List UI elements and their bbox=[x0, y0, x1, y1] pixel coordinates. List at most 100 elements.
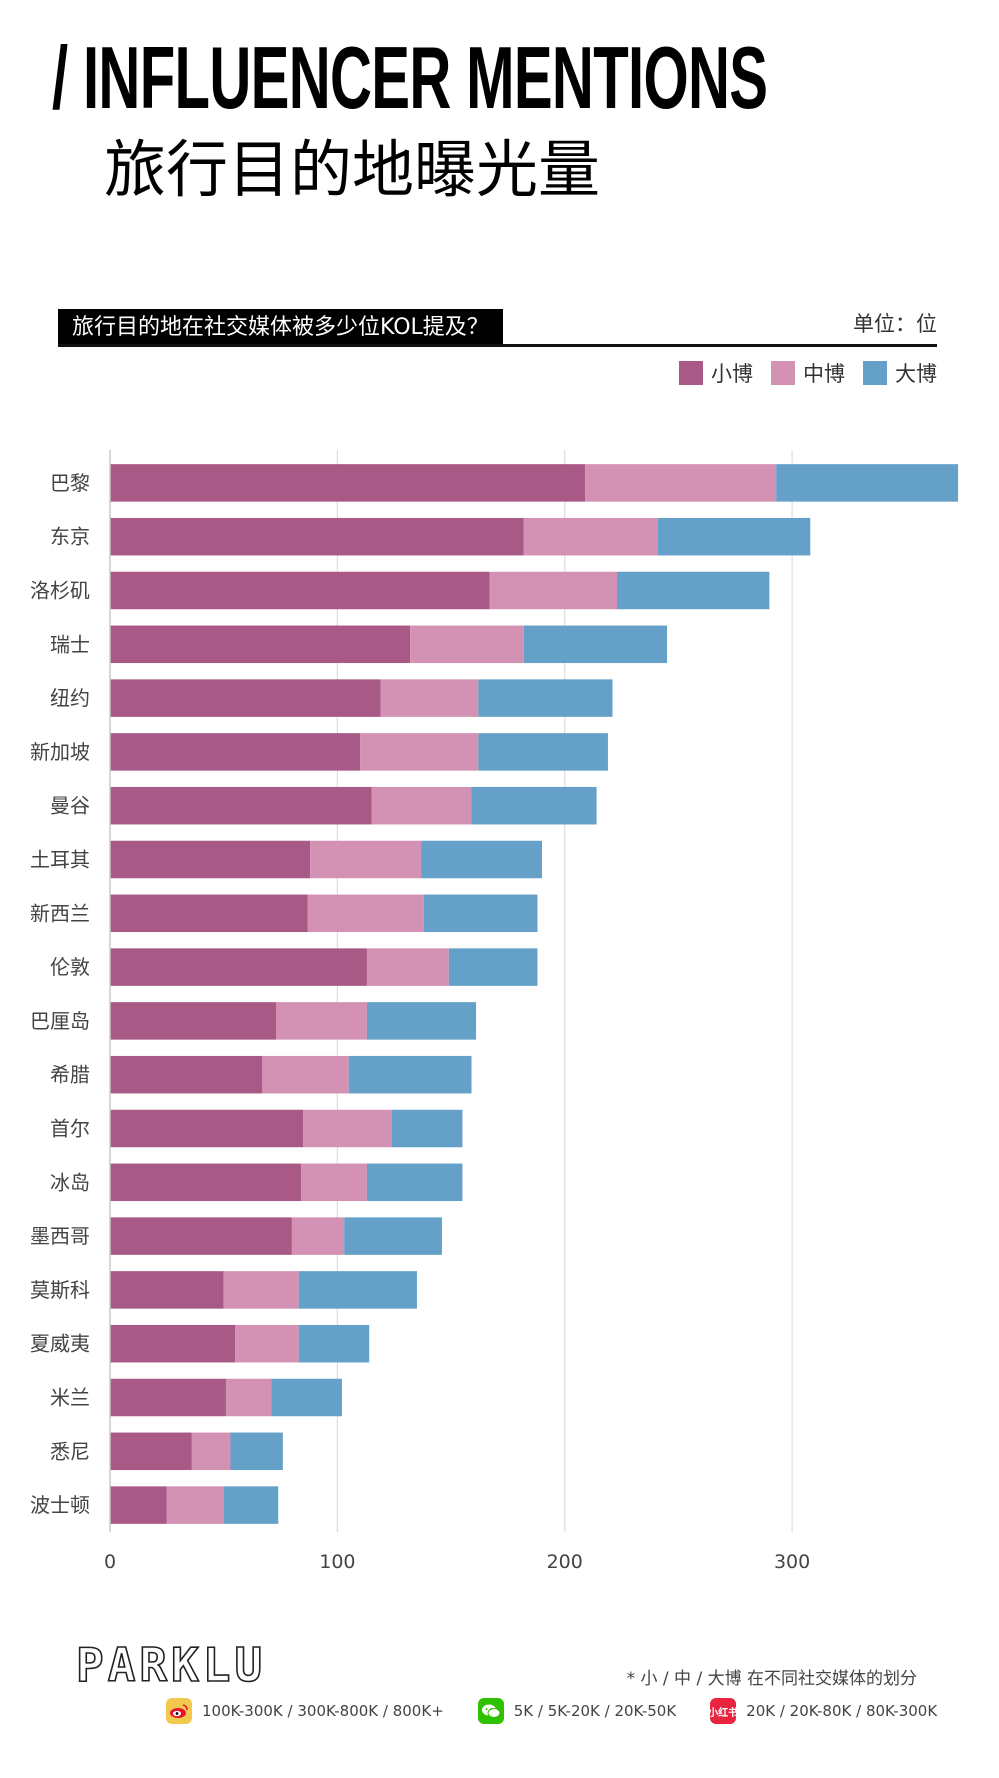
bar-segment-medium bbox=[235, 1324, 299, 1363]
bar-segment-medium bbox=[275, 1002, 367, 1040]
bar-segment-medium bbox=[303, 1109, 392, 1148]
y-category-label: 洛杉矶 bbox=[30, 579, 90, 603]
bar-segment-medium bbox=[223, 1271, 299, 1309]
bar-segment-medium bbox=[307, 894, 424, 933]
bar-segment-large bbox=[391, 1109, 463, 1148]
bar-segment-medium bbox=[366, 948, 449, 986]
y-category-label: 莫斯科 bbox=[30, 1278, 90, 1302]
y-category-label: 首尔 bbox=[50, 1117, 90, 1141]
bar-segment-medium bbox=[225, 1378, 272, 1417]
y-category-label: 巴黎 bbox=[50, 471, 90, 495]
unit-label: 单位：位 bbox=[853, 312, 937, 336]
legend-label-small: 小博 bbox=[711, 362, 753, 386]
y-category-label: 波士顿 bbox=[30, 1493, 90, 1517]
legend-label-medium: 中博 bbox=[803, 362, 845, 386]
bar-segment-medium bbox=[380, 679, 479, 717]
bar-segment-large bbox=[366, 1163, 463, 1202]
platform-wechat-range: 5K / 5K-20K / 20K-50K bbox=[513, 1702, 677, 1720]
bar-segment-small bbox=[110, 1109, 304, 1148]
bar-segment-large bbox=[223, 1486, 279, 1524]
bar-segment-medium bbox=[585, 464, 777, 502]
x-tick-label: 100 bbox=[319, 1551, 355, 1573]
legend-item-large: 大博 bbox=[863, 358, 937, 388]
bar-segment-medium bbox=[360, 733, 479, 771]
bar-segment-large bbox=[617, 571, 770, 610]
y-category-label: 纽约 bbox=[50, 686, 90, 710]
bar-segment-small bbox=[110, 733, 361, 771]
bar-segment-medium bbox=[291, 1217, 345, 1255]
bar-segment-medium bbox=[410, 625, 524, 664]
bar-segment-small bbox=[110, 1163, 301, 1202]
bar-segment-large bbox=[448, 948, 538, 986]
y-category-label: 冰岛 bbox=[50, 1170, 90, 1194]
bar-segment-small bbox=[110, 1055, 263, 1094]
bar-segment-medium bbox=[310, 840, 422, 879]
bar-segment-small bbox=[110, 948, 367, 986]
y-category-label: 墨西哥 bbox=[30, 1224, 90, 1248]
bar-segment-small bbox=[110, 517, 524, 556]
bar-segment-large bbox=[471, 786, 597, 825]
x-tick-label: 300 bbox=[774, 1551, 810, 1573]
bar-segment-small bbox=[110, 840, 311, 879]
bar-segment-large bbox=[348, 1055, 472, 1094]
bar-segment-medium bbox=[523, 517, 658, 556]
bar-segment-medium bbox=[166, 1486, 224, 1524]
platform-weibo-range: 100K-300K / 300K-800K / 800K+ bbox=[202, 1702, 444, 1720]
y-category-label: 希腊 bbox=[50, 1063, 90, 1087]
bar-segment-small bbox=[110, 1486, 167, 1524]
bar-segment-large bbox=[657, 517, 811, 556]
page-title-cn: 旅行目的地曝光量 bbox=[104, 133, 601, 206]
wechat-icon bbox=[477, 1698, 504, 1724]
y-category-label: 东京 bbox=[50, 525, 90, 549]
platform-wechat: 5K / 5K-20K / 20K-50K bbox=[477, 1698, 677, 1724]
bar-segment-small bbox=[110, 571, 490, 610]
chart-question: 旅行目的地在社交媒体被多少位KOL提及？ bbox=[58, 309, 503, 346]
bar-segment-large bbox=[523, 625, 668, 664]
legend-item-medium: 中博 bbox=[771, 358, 845, 388]
legend-swatch-medium bbox=[771, 361, 795, 385]
y-category-label: 瑞士 bbox=[50, 632, 90, 656]
x-tick-label: 200 bbox=[547, 1551, 583, 1573]
bar-segment-large bbox=[423, 894, 538, 933]
platform-xiaohongshu: 小红书 20K / 20K-80K / 80K-300K bbox=[708, 1698, 938, 1724]
y-category-label: 新西兰 bbox=[30, 901, 90, 925]
platform-xiaohongshu-range: 20K / 20K-80K / 80K-300K bbox=[746, 1702, 938, 1720]
bar-segment-large bbox=[478, 679, 613, 717]
stacked-bar-chart: 0 100 200 300 巴黎东京洛杉矶瑞士纽约新加坡曼谷土耳其新西兰伦敦巴厘岛希腊首… bbox=[30, 450, 959, 1573]
y-category-label: 巴厘岛 bbox=[30, 1009, 90, 1033]
bar-segment-small bbox=[110, 1002, 276, 1040]
weibo-icon bbox=[166, 1698, 192, 1724]
bar-segment-medium bbox=[262, 1055, 349, 1094]
y-category-label: 曼谷 bbox=[50, 794, 90, 818]
xiaohongshu-icon: 小红书 bbox=[708, 1698, 738, 1724]
y-category-label: 悉尼 bbox=[50, 1439, 90, 1463]
page-title-en: / INFLUENCER MENTIONS bbox=[52, 28, 768, 127]
y-category-label: 新加坡 bbox=[30, 740, 90, 764]
bar-segment-large bbox=[298, 1324, 370, 1363]
bar-segment-large bbox=[366, 1002, 477, 1040]
legend-label-large: 大博 bbox=[895, 362, 937, 386]
y-category-label: 夏威夷 bbox=[30, 1332, 90, 1356]
bar-segment-large bbox=[271, 1378, 342, 1417]
legend-swatch-small bbox=[679, 361, 703, 385]
bar-segment-small bbox=[110, 1271, 224, 1309]
bar-segment-small bbox=[110, 625, 411, 664]
bar-segment-large bbox=[344, 1217, 442, 1255]
bar-segment-large bbox=[478, 733, 608, 771]
bar-segment-small bbox=[110, 1217, 292, 1255]
bar-segment-small bbox=[110, 894, 308, 933]
y-category-label: 伦敦 bbox=[50, 955, 90, 979]
platform-weibo: 100K-300K / 300K-800K / 800K+ bbox=[166, 1698, 444, 1724]
legend-swatch-large bbox=[863, 361, 887, 385]
y-category-label: 米兰 bbox=[50, 1386, 90, 1410]
bar-segment-medium bbox=[371, 786, 472, 825]
bar-segment-small bbox=[110, 1432, 192, 1471]
bar-segment-medium bbox=[300, 1163, 367, 1202]
bar-segment-small bbox=[110, 1378, 226, 1417]
bar-segment-medium bbox=[191, 1432, 231, 1471]
header-rule bbox=[58, 344, 937, 347]
parklu-logo: PARKLU bbox=[75, 1637, 267, 1693]
platform-legend: 100K-300K / 300K-800K / 800K+ 5K / 5K-20… bbox=[166, 1698, 937, 1724]
bar-segment-large bbox=[230, 1432, 283, 1471]
y-category-label: 土耳其 bbox=[30, 848, 90, 872]
